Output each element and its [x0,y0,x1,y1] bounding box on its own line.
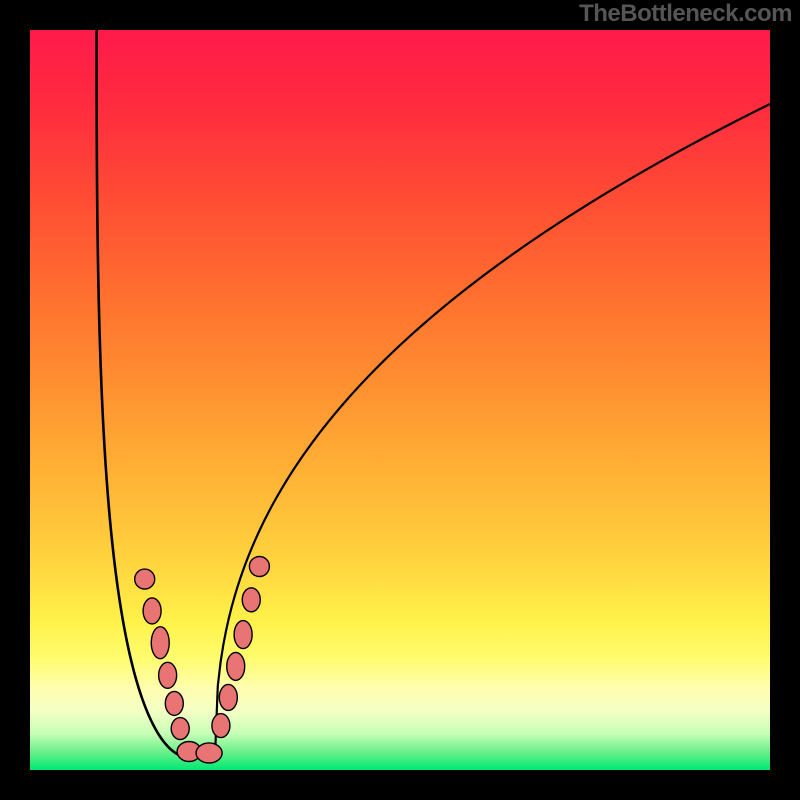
data-marker [242,588,260,612]
data-marker [212,714,230,738]
data-marker [135,569,155,589]
data-marker [159,662,177,688]
data-marker [171,718,189,740]
data-marker [227,652,245,680]
data-marker [143,598,161,624]
chart-svg [0,0,800,800]
data-marker [219,684,237,710]
data-marker [165,691,183,715]
data-marker [249,557,269,577]
data-marker [234,621,252,649]
chart-container: TheBottleneck.com [0,0,800,800]
data-marker [151,627,169,659]
watermark-text: TheBottleneck.com [579,0,792,28]
data-marker [196,743,222,763]
